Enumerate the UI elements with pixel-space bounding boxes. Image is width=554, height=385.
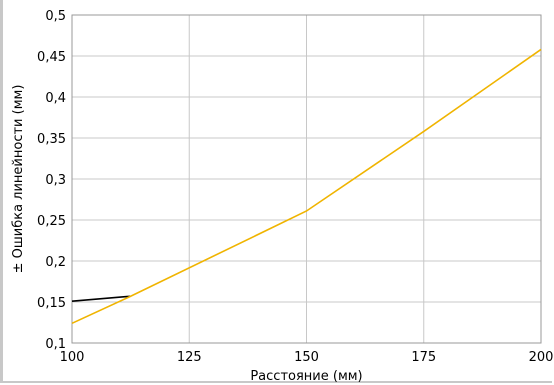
y-tick-label: 0,3 [45, 173, 66, 188]
y-tick-label: 0,45 [37, 50, 66, 65]
grid-lines [71, 14, 542, 344]
x-tick-labels: 100 125 150 175 200 [60, 350, 554, 365]
x-axis-label: Расстояние (мм) [250, 369, 362, 384]
series-line-1 [71, 295, 131, 302]
x-tick-label: 150 [294, 350, 319, 365]
series-line-2 [71, 48, 542, 325]
series-lines [71, 48, 542, 325]
y-tick-label: 0,25 [37, 214, 66, 229]
y-tick-label: 0,15 [37, 296, 66, 311]
x-tick-label: 200 [529, 350, 554, 365]
y-tick-label: 0,2 [45, 255, 66, 270]
y-tick-label: 0,35 [37, 132, 66, 147]
y-tick-label: 0,5 [45, 9, 66, 24]
y-axis-label: ± Ошибка линейности (мм) [11, 85, 26, 274]
x-tick-label: 125 [177, 350, 202, 365]
x-tick-label: 175 [411, 350, 436, 365]
x-tick-label: 100 [60, 350, 85, 365]
y-tick-labels: 0,1 0,15 0,2 0,25 0,3 0,35 0,4 0,45 0,5 [37, 9, 66, 352]
plot-border [71, 14, 542, 344]
y-tick-label: 0,1 [45, 337, 66, 352]
y-tick-label: 0,4 [45, 91, 66, 106]
